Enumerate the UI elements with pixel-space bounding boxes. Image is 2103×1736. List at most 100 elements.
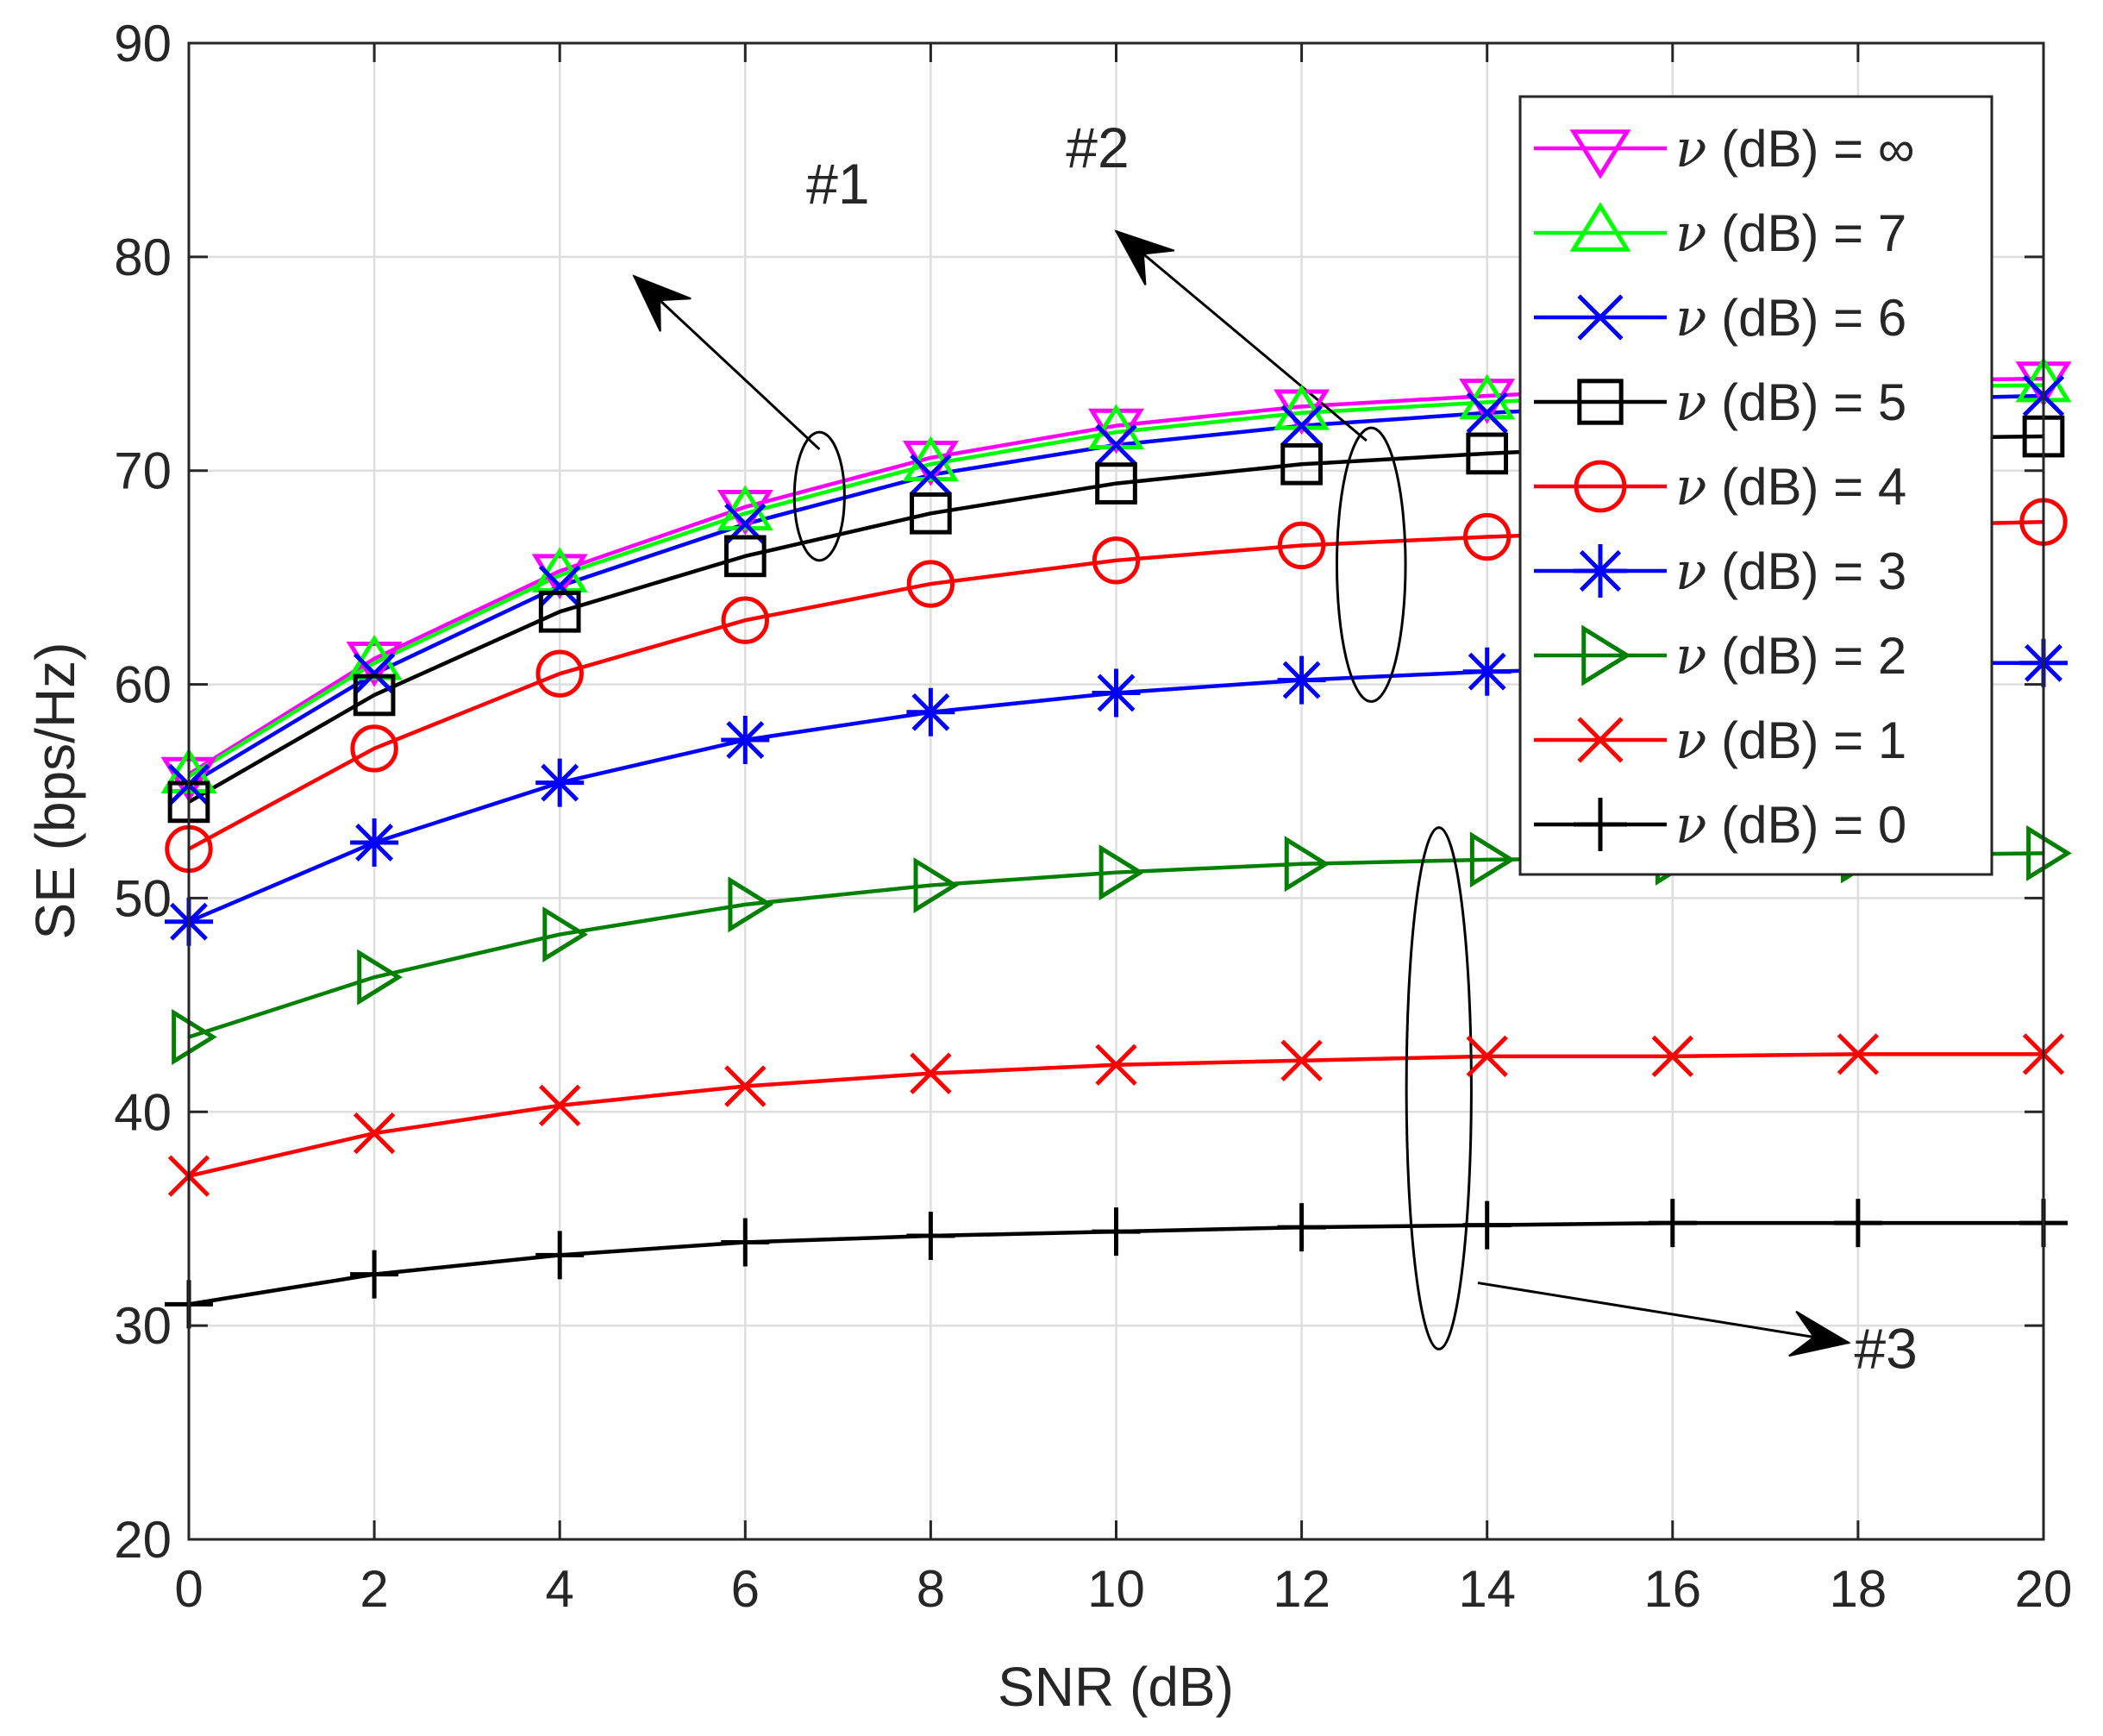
annotation-1-arrowhead [632, 274, 692, 332]
series-6-point [172, 1009, 217, 1066]
legend-marker-4 [1574, 460, 1627, 513]
x-tick-label: 12 [1273, 1560, 1330, 1618]
y-axis-ticks: 20 30 40 50 60 70 80 90 [114, 15, 2044, 1569]
x-tick-label: 10 [1087, 1560, 1145, 1618]
y-axis-title: SE (bps/Hz) [24, 642, 86, 940]
series-7-point [724, 1065, 767, 1107]
y-tick-label: 60 [114, 656, 172, 714]
series-7-point [1651, 1035, 1693, 1078]
series-5-point [350, 818, 399, 867]
series-3-point [910, 492, 952, 535]
series-2-point [1095, 423, 1137, 467]
series-7-point [1466, 1035, 1508, 1078]
legend-label-3: ν (dB) = 5 [1675, 373, 1906, 433]
series-4-point [1277, 521, 1326, 570]
series-7-point [539, 1084, 581, 1127]
series-8-point [350, 1250, 399, 1299]
series-3-point [1095, 462, 1137, 505]
series-4-point [1463, 512, 1512, 561]
series-2-point [910, 454, 952, 496]
series-3-point [1466, 432, 1509, 475]
legend-marker-1 [1569, 202, 1631, 252]
series-4-point [1092, 536, 1141, 585]
legend-marker-6 [1581, 624, 1631, 686]
legend-marker-2 [1577, 294, 1624, 341]
annotation-3-arrow-line [1477, 1282, 1850, 1344]
legend: ν (dB) = ∞ ν (dB) = 7 ν (dB) = 6 ν (dB) = 5… [1518, 95, 1993, 876]
series-5-point [721, 716, 770, 765]
y-tick-label: 70 [114, 442, 172, 500]
series-7-point [1280, 1039, 1323, 1081]
series-1-point [1459, 373, 1516, 420]
annotation-2-label: #2 [1066, 116, 1129, 179]
x-tick-label: 18 [1830, 1560, 1887, 1618]
legend-label-8: ν (dB) = 0 [1675, 795, 1906, 855]
x-tick-label: 0 [174, 1560, 203, 1618]
annotations: #1 #2 #3 [632, 116, 1918, 1381]
series-4-point [535, 649, 584, 698]
series-8-point [721, 1218, 770, 1267]
series-8-point [1648, 1199, 1697, 1248]
series-7-point [353, 1112, 396, 1155]
series-5-point [1277, 655, 1326, 705]
annotation-1-arrow-line [633, 275, 821, 451]
x-tick-label: 14 [1458, 1560, 1516, 1618]
annotation-2-ellipse [1335, 426, 1407, 703]
series-5-point [1092, 668, 1141, 718]
x-tick-label: 4 [546, 1560, 574, 1618]
x-tick-label: 2 [360, 1560, 388, 1618]
y-tick-label: 90 [114, 15, 172, 72]
series-6-point [1284, 836, 1330, 893]
series-5-point [906, 687, 955, 736]
series-8-point [1462, 1200, 1512, 1250]
series-2-point [1280, 404, 1323, 447]
y-tick-label: 40 [114, 1083, 172, 1141]
y-tick-label: 30 [114, 1297, 172, 1355]
series-6-point [1469, 831, 1516, 888]
x-tick-label: 6 [731, 1560, 760, 1618]
annotation-3-arrowhead [1788, 1310, 1851, 1357]
series-7-point [1095, 1043, 1137, 1086]
y-tick-label: 80 [114, 229, 172, 286]
legend-label-6: ν (dB) = 2 [1675, 626, 1906, 686]
legend-marker-0 [1569, 129, 1631, 179]
annotation-2-arrowhead [1114, 229, 1175, 285]
series-5-point [535, 758, 585, 807]
series-3-point [1280, 442, 1323, 486]
annotation-2-arrow-line [1115, 229, 1368, 442]
series-5-point [1462, 647, 1512, 696]
series-7-point [1837, 1033, 1880, 1075]
series-2-point [353, 653, 396, 695]
series-6-point [728, 876, 774, 933]
x-tick-label: 8 [917, 1560, 945, 1618]
x-tick-label: 20 [2015, 1560, 2073, 1618]
legend-marker-5 [1574, 544, 1627, 598]
legend-label-0: ν (dB) = ∞ [1675, 119, 1915, 179]
legend-marker-8 [1574, 798, 1627, 851]
annotation-3-label: #3 [1854, 1317, 1917, 1381]
series-4-point [350, 724, 398, 773]
annotation-1-label: #1 [806, 152, 869, 216]
series-8-point [1833, 1199, 1882, 1248]
series-6-point [542, 906, 588, 963]
series-8-point [906, 1212, 955, 1261]
series-6-point [357, 949, 403, 1006]
legend-label-5: ν (dB) = 3 [1675, 542, 1906, 602]
y-tick-label: 20 [114, 1511, 172, 1569]
series-3-point [538, 590, 581, 633]
series-1-point [902, 436, 959, 482]
legend-marker-3 [1577, 379, 1624, 425]
legend-label-1: ν (dB) = 7 [1675, 204, 1906, 264]
legend-marker-7 [1577, 717, 1624, 763]
legend-label-2: ν (dB) = 6 [1675, 288, 1906, 348]
annotation-1-ellipse [792, 430, 846, 562]
legend-label-4: ν (dB) = 4 [1675, 457, 1906, 517]
series-7-point [910, 1052, 952, 1094]
series-6-point [2026, 824, 2072, 881]
series-1-point [717, 485, 773, 531]
series-8-point [1277, 1203, 1326, 1252]
series-2-point [1466, 392, 1508, 434]
series-1-point [531, 547, 588, 593]
series-2-point [539, 565, 581, 607]
series-8-point [1092, 1207, 1141, 1257]
